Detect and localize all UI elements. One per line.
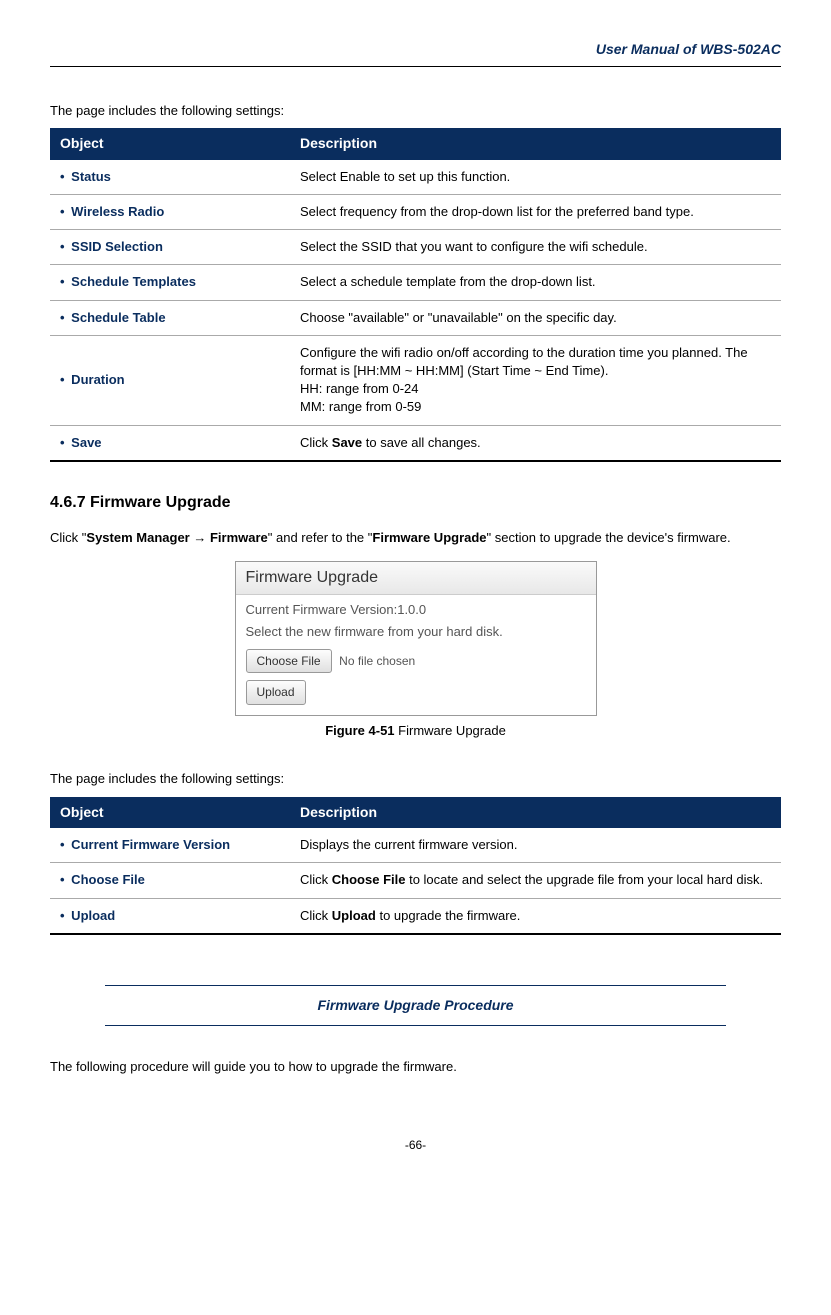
table-row: • Wireless RadioSelect frequency from th… xyxy=(50,195,781,230)
firmware-box-title: Firmware Upgrade xyxy=(236,562,596,595)
nav-pre: Click " xyxy=(50,530,86,545)
section-heading: 4.6.7 Firmware Upgrade xyxy=(50,492,781,514)
table-row: • Schedule TableChoose "available" or "u… xyxy=(50,300,781,335)
upload-button: Upload xyxy=(246,680,306,705)
table-row: • UploadClick Upload to upgrade the firm… xyxy=(50,898,781,934)
object-cell: • Wireless Radio xyxy=(50,195,290,230)
nav-post: " section to upgrade the device's firmwa… xyxy=(487,530,731,545)
object-cell: • Schedule Templates xyxy=(50,265,290,300)
page-header: User Manual of WBS-502AC xyxy=(50,40,781,60)
navigation-text: Click "System Manager → Firmware" and re… xyxy=(50,526,781,551)
firmware-select-line: Select the new firmware from your hard d… xyxy=(246,623,586,641)
object-cell: • Schedule Table xyxy=(50,300,290,335)
table-row: • DurationConfigure the wifi radio on/of… xyxy=(50,335,781,425)
procedure-text: The following procedure will guide you t… xyxy=(50,1058,781,1076)
description-cell: Select Enable to set up this function. xyxy=(290,160,781,195)
procedure-divider-bottom xyxy=(105,1025,726,1026)
object-cell: • Choose File xyxy=(50,863,290,898)
description-cell: Choose "available" or "unavailable" on t… xyxy=(290,300,781,335)
procedure-divider-top xyxy=(105,985,726,986)
settings-table-2: Object Description • Current Firmware Ve… xyxy=(50,797,781,935)
description-cell: Configure the wifi radio on/off accordin… xyxy=(290,335,781,425)
description-cell: Select the SSID that you want to configu… xyxy=(290,230,781,265)
figure-caption: Figure 4-51 Firmware Upgrade xyxy=(50,722,781,740)
table1-header-object: Object xyxy=(50,128,290,160)
figure-label: Figure 4-51 xyxy=(325,723,394,738)
description-cell: Select frequency from the drop-down list… xyxy=(290,195,781,230)
firmware-upgrade-screenshot: Firmware Upgrade Current Firmware Versio… xyxy=(235,561,597,716)
table-row: • Schedule TemplatesSelect a schedule te… xyxy=(50,265,781,300)
table-row: • StatusSelect Enable to set up this fun… xyxy=(50,160,781,195)
table1-header-desc: Description xyxy=(290,128,781,160)
settings-table-1: Object Description • StatusSelect Enable… xyxy=(50,128,781,461)
no-file-chosen-label: No file chosen xyxy=(339,654,415,668)
header-divider xyxy=(50,66,781,67)
intro-text-1: The page includes the following settings… xyxy=(50,102,781,120)
nav-b2: Firmware xyxy=(206,530,267,545)
table2-header-desc: Description xyxy=(290,797,781,829)
nav-b1: System Manager xyxy=(86,530,193,545)
description-cell: Click Upload to upgrade the firmware. xyxy=(290,898,781,934)
intro-text-2: The page includes the following settings… xyxy=(50,770,781,788)
description-cell: Displays the current firmware version. xyxy=(290,828,781,863)
nav-b3: Firmware Upgrade xyxy=(372,530,486,545)
table-row: • Choose FileClick Choose File to locate… xyxy=(50,863,781,898)
description-cell: Select a schedule template from the drop… xyxy=(290,265,781,300)
firmware-version-line: Current Firmware Version:1.0.0 xyxy=(246,601,586,619)
object-cell: • Duration xyxy=(50,335,290,425)
table-row: • SSID SelectionSelect the SSID that you… xyxy=(50,230,781,265)
page-footer: -66- xyxy=(50,1137,781,1154)
nav-mid: " and refer to the " xyxy=(268,530,373,545)
description-cell: Click Save to save all changes. xyxy=(290,425,781,461)
object-cell: • SSID Selection xyxy=(50,230,290,265)
object-cell: • Status xyxy=(50,160,290,195)
object-cell: • Upload xyxy=(50,898,290,934)
choose-file-button: Choose File xyxy=(246,649,332,674)
figure-text: Firmware Upgrade xyxy=(395,723,506,738)
nav-arrow: → xyxy=(193,530,206,545)
object-cell: • Save xyxy=(50,425,290,461)
procedure-title: Firmware Upgrade Procedure xyxy=(50,996,781,1016)
table2-header-object: Object xyxy=(50,797,290,829)
table-row: • Current Firmware VersionDisplays the c… xyxy=(50,828,781,863)
description-cell: Click Choose File to locate and select t… xyxy=(290,863,781,898)
object-cell: • Current Firmware Version xyxy=(50,828,290,863)
table-row: • SaveClick Save to save all changes. xyxy=(50,425,781,461)
